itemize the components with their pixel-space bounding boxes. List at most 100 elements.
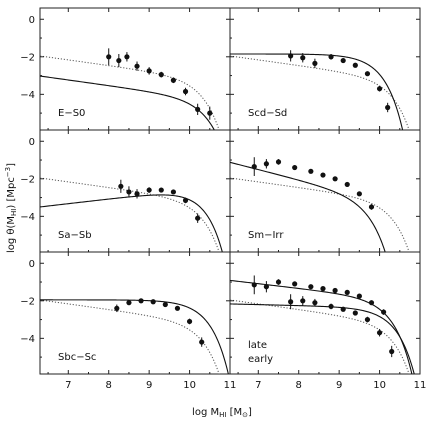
data-point [292, 281, 298, 287]
data-point [356, 293, 362, 299]
data-point [195, 106, 201, 112]
data-point [320, 172, 326, 178]
data-point [118, 183, 124, 189]
x-tick-label: 11 [224, 380, 237, 391]
fit-curve [230, 303, 415, 374]
panel-label: Sbc−Sc [58, 352, 96, 363]
y-tick-label: −2 [20, 52, 35, 63]
data-point [207, 110, 213, 116]
panel-frame [229, 251, 421, 375]
data-point [170, 189, 177, 195]
y-tick-label: −4 [20, 90, 35, 101]
panel: Scd−Sd [229, 7, 421, 131]
data-point [195, 215, 201, 221]
data-point [332, 176, 338, 182]
data-point [308, 284, 314, 290]
panel: 0 −2 −4 E−S0 [20, 7, 231, 131]
fit-curve [230, 161, 386, 252]
data-point [389, 348, 395, 355]
data-point [332, 287, 338, 294]
plot-area [40, 177, 223, 252]
x-tick-label: 9 [336, 380, 342, 391]
data-point [300, 55, 306, 61]
data-point [344, 289, 350, 295]
data-point [162, 301, 168, 308]
data-point [186, 318, 193, 325]
panel: Sm−Irr [229, 129, 421, 253]
plot-area [230, 157, 410, 252]
data-point [138, 298, 144, 304]
data-point [106, 54, 112, 60]
x-tick-label: 11 [414, 380, 427, 391]
data-point [158, 72, 164, 78]
y-axis-title: log θ(MHI) [Mpc−3] [4, 163, 18, 253]
y-tick-label: −4 [20, 334, 35, 345]
y-tick-label: −4 [20, 212, 35, 223]
data-point [182, 88, 189, 95]
data-point [364, 316, 371, 323]
data-point [263, 284, 269, 290]
panel-label: Sa−Sb [58, 230, 92, 241]
data-point [146, 187, 152, 193]
y-tick-label: −2 [20, 174, 35, 185]
x-tick-label: 8 [106, 380, 112, 391]
data-point [126, 189, 132, 195]
panel: 7 8 9 10 11 late early [229, 251, 427, 391]
panel: 0 −2 −4 7 8 9 10 11 Sbc−Sc [20, 251, 237, 391]
y-tick-label: 0 [29, 15, 35, 26]
x-tick-label: 7 [255, 380, 261, 391]
fit-curve [230, 279, 413, 374]
data-point [328, 54, 334, 60]
data-point [340, 306, 346, 312]
data-point [320, 286, 326, 292]
panel-label-2: early [248, 354, 273, 365]
data-point [300, 298, 306, 304]
fit-curve [40, 194, 223, 252]
x-tick-label: 10 [373, 380, 386, 391]
data-point [308, 168, 314, 174]
data-point [368, 300, 375, 306]
data-point [134, 191, 140, 197]
data-point [368, 204, 375, 210]
data-point [170, 77, 177, 83]
fit-curve [40, 75, 215, 130]
plot-area [40, 298, 229, 374]
data-point [356, 191, 362, 197]
panel-label: Sm−Irr [248, 230, 284, 241]
y-tick-label: −2 [20, 296, 35, 307]
data-point [376, 86, 383, 92]
data-point [263, 161, 269, 167]
plot-area [230, 275, 415, 374]
data-point [312, 60, 318, 66]
panel-label: E−S0 [58, 108, 85, 119]
data-point [292, 164, 298, 171]
data-point [312, 300, 318, 306]
data-point [344, 181, 350, 188]
data-point [116, 57, 122, 64]
x-tick-label: 9 [146, 380, 152, 391]
x-tick-label: 7 [65, 380, 71, 391]
data-point [124, 54, 130, 60]
data-point [385, 104, 391, 111]
data-point [251, 164, 257, 170]
data-point [158, 187, 164, 193]
data-point [328, 303, 334, 310]
data-point [199, 339, 205, 345]
panel-grid: 0 −2 −4 E−S0 Scd−Sd 0 −2 −4 Sa−Sb Sm−Irr 0 −2 −4 7 8 9 1… [20, 7, 427, 391]
data-point [114, 305, 120, 311]
plot-area [230, 50, 410, 130]
plot-area [40, 48, 220, 130]
panel-label: late [248, 340, 267, 351]
data-point [376, 330, 383, 336]
panel-label: Scd−Sd [248, 108, 287, 119]
data-point [182, 197, 189, 203]
data-point [352, 310, 358, 316]
panel: 0 −2 −4 Sa−Sb [20, 129, 231, 253]
y-tick-label: 0 [29, 259, 35, 270]
data-point [174, 305, 181, 311]
data-point [126, 300, 132, 306]
data-point [288, 299, 294, 305]
data-point [150, 299, 156, 305]
fit-curve [40, 299, 229, 374]
